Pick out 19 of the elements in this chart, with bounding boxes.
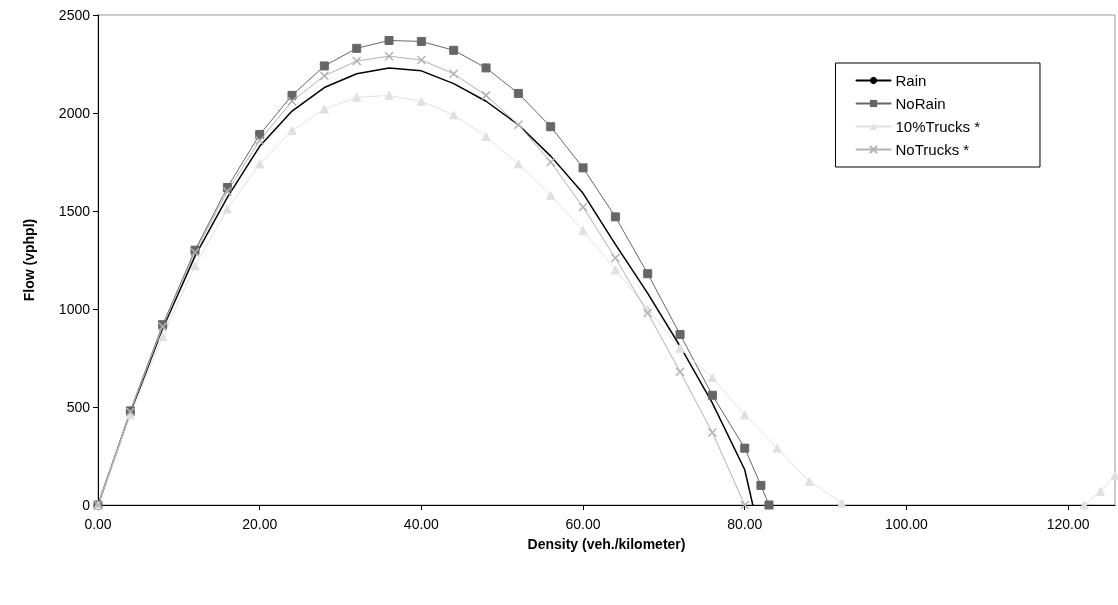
x-tick-label: 120.00: [1046, 516, 1090, 532]
x-tick-label: 80.00: [727, 516, 763, 532]
x-axis-title: Density (veh./kilometer): [527, 536, 686, 552]
legend-label: Rain: [895, 72, 927, 89]
y-tick-label: 0: [82, 497, 91, 513]
legend-label: 10%Trucks *: [895, 118, 981, 135]
y-axis-title: Flow (vphpl): [21, 218, 37, 302]
y-tick-label: 500: [66, 399, 91, 415]
legend-label: NoTrucks *: [895, 141, 970, 158]
x-tick-label: 20.00: [242, 516, 278, 532]
y-tick-label: 1000: [58, 301, 91, 317]
x-tick-label: 60.00: [565, 516, 601, 532]
x-tick-label: 0.00: [84, 516, 112, 532]
legend-label: NoRain: [895, 95, 946, 112]
x-tick-label: 100.00: [885, 516, 929, 532]
y-tick-label: 2000: [58, 105, 91, 121]
x-tick-label: 40.00: [403, 516, 440, 532]
y-tick-label: 2500: [58, 7, 91, 23]
y-tick-label: 1500: [58, 203, 91, 219]
